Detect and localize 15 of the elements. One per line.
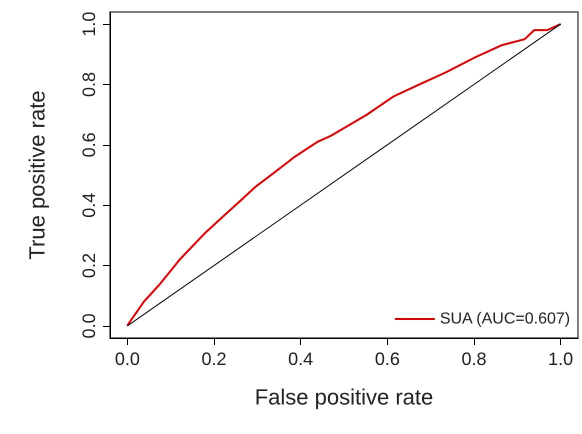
x-tick-label: 0.4 — [288, 349, 314, 369]
x-tick-label: 0.2 — [201, 349, 227, 369]
x-tick-label: 0.8 — [461, 349, 487, 369]
y-tick-label: 0.0 — [79, 313, 99, 338]
x-tick-label: 0.6 — [374, 349, 400, 369]
y-axis-title: True positive rate — [24, 90, 50, 260]
y-tick-label: 0.2 — [79, 253, 99, 278]
y-tick-label: 0.4 — [79, 192, 99, 218]
y-tick-label: 0.8 — [79, 72, 99, 97]
x-axis-title: False positive rate — [254, 384, 434, 410]
x-tick-label: 0.0 — [114, 349, 140, 369]
legend-label: SUA (AUC=0.607) — [440, 310, 570, 328]
y-tick-label: 1.0 — [79, 12, 99, 37]
y-tick-label: 0.6 — [79, 132, 99, 158]
x-tick-label: 1.0 — [548, 349, 574, 369]
